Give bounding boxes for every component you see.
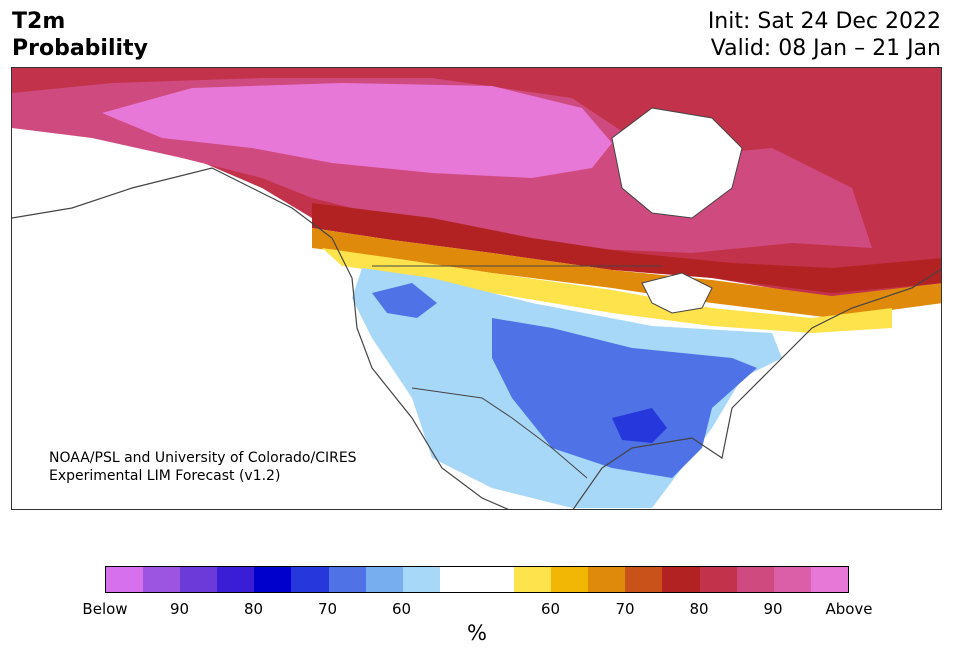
colorbar-tick-label: Below (82, 600, 128, 618)
title-type: Probability (12, 36, 148, 61)
colorbar-segment (365, 567, 403, 592)
colorbar-segment (699, 567, 737, 592)
title-variable: T2m (12, 9, 66, 34)
colorbar-tick-label: Above (825, 600, 873, 618)
coastline (12, 167, 941, 509)
colorbar-segment (106, 567, 144, 592)
colorbar-segment (551, 567, 589, 592)
colorbar-segment (588, 567, 626, 592)
colorbar-tick-label: 90 (169, 600, 190, 618)
colorbar-segment (291, 567, 329, 592)
colorbar-tick-label: 80 (243, 600, 264, 618)
colorbar-segment (476, 567, 515, 592)
colorbar-tick-label: 60 (540, 600, 561, 618)
credit-line-2: Experimental LIM Forecast (v1.2) (49, 468, 281, 484)
region-below-dark-blue (612, 408, 667, 443)
colorbar-tick-label: 70 (615, 600, 635, 618)
us-mexico-border (411, 387, 588, 479)
colorbar-tick-label: 70 (317, 600, 338, 618)
credit-text: NOAA/PSL and University of Colorado/CIRE… (49, 449, 357, 485)
valid-range: Valid: 08 Jan – 21 Jan (710, 36, 941, 61)
probability-map (12, 68, 941, 509)
region-yellow-band (322, 248, 892, 333)
colorbar-segment (254, 567, 292, 592)
colorbar-segment (736, 567, 774, 592)
hudson-bay (611, 107, 743, 219)
colorbar-unit-label: % (467, 621, 487, 645)
colorbar-segment (180, 567, 218, 592)
colorbar-segment (143, 567, 181, 592)
forecast-dates: Init: Sat 24 Dec 2022 Valid: 08 Jan – 21… (708, 8, 941, 62)
region-above-magenta (102, 83, 612, 178)
colorbar-segment (217, 567, 255, 592)
credit-line-1: NOAA/PSL and University of Colorado/CIRE… (49, 450, 357, 466)
colorbar-tick-label: 60 (391, 600, 412, 618)
region-orange-band (312, 228, 941, 318)
region-below-west-blue (372, 283, 437, 318)
colorbar-segment (402, 567, 440, 592)
init-date: Init: Sat 24 Dec 2022 (707, 9, 941, 34)
colorbar (105, 566, 849, 593)
colorbar-segment (773, 567, 811, 592)
colorbar-segment (439, 567, 477, 592)
map-panel (11, 67, 942, 510)
colorbar-segment (810, 567, 848, 592)
colorbar-tick-label: 90 (763, 600, 783, 618)
region-dark-red-band (312, 203, 941, 293)
colorbar-segment (662, 567, 700, 592)
great-lakes (641, 272, 713, 314)
colorbar-segment (625, 567, 663, 592)
colorbar-segment (514, 567, 552, 592)
colorbar-segment (328, 567, 366, 592)
map-title: T2m Probability (12, 8, 148, 62)
colorbar-tick-label: 80 (689, 600, 709, 618)
